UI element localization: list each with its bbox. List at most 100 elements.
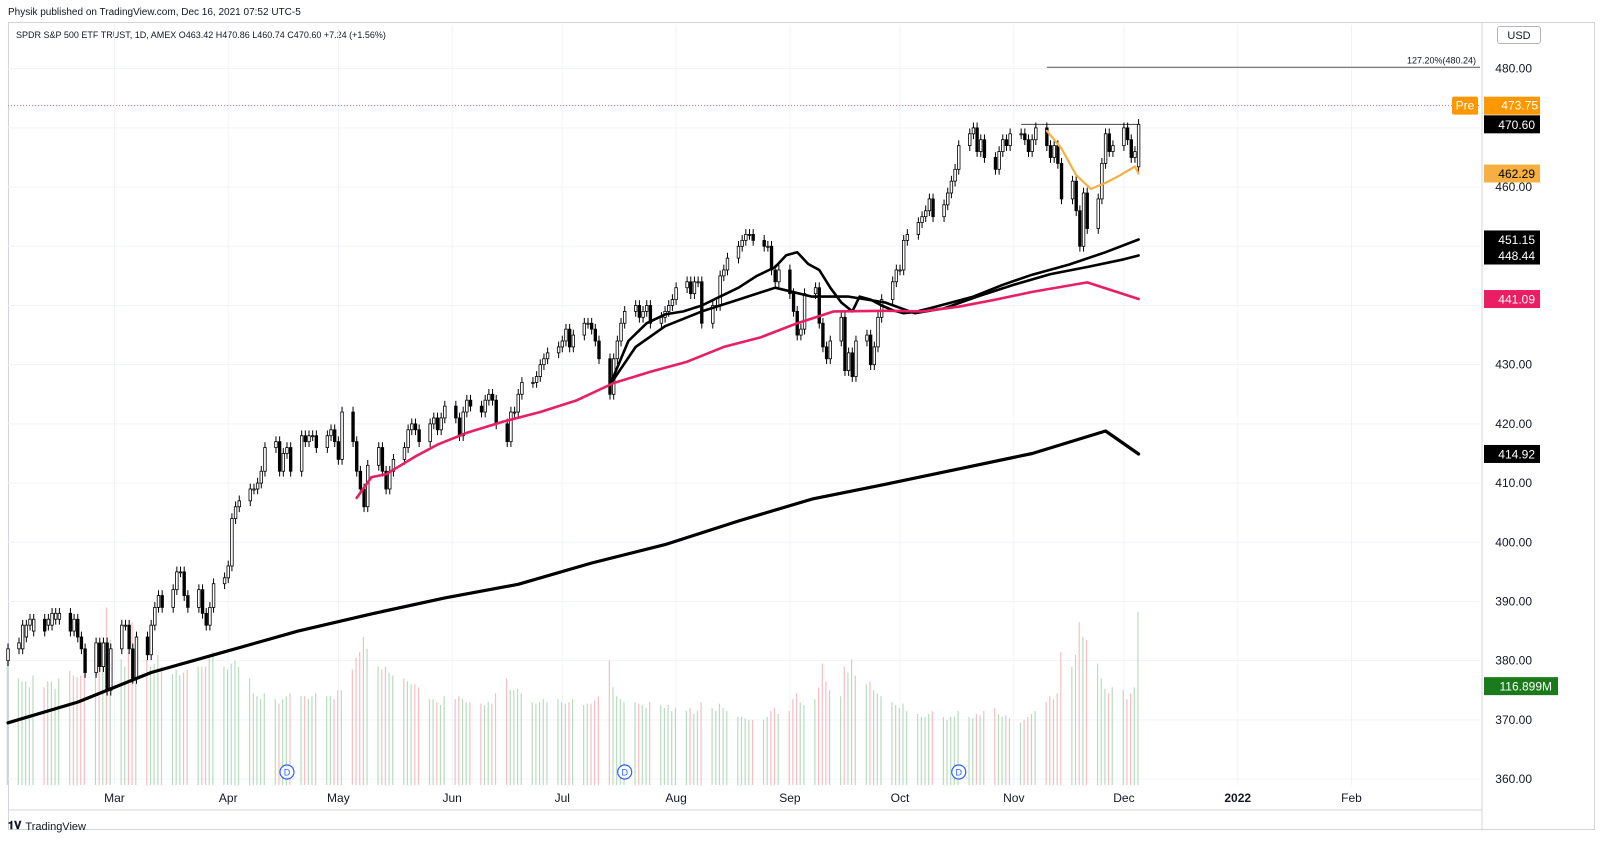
volume-bar [278, 703, 280, 785]
candle-body [120, 624, 124, 650]
tv-logo-icon: 𝟏𝐕 [8, 820, 22, 832]
candle-body [252, 488, 256, 491]
candle-body [560, 340, 564, 348]
candle-body [17, 642, 21, 650]
volume-bar [377, 666, 379, 785]
price-tag-label-sma20: 451.15 [1498, 233, 1535, 247]
candle-body [637, 305, 642, 318]
candle-body [773, 269, 777, 283]
candle-body [641, 310, 645, 318]
volume-bar [428, 699, 431, 785]
tradingview-footer[interactable]: 𝟏𝐕 TradingView [8, 820, 86, 833]
candle-body [736, 245, 741, 259]
volume-bar [795, 693, 798, 785]
volume-bar [979, 715, 981, 785]
volume-bar [917, 713, 919, 785]
volume-bar [25, 681, 27, 785]
candle-body [175, 571, 179, 591]
candle-body [6, 648, 10, 662]
candle-body [487, 393, 491, 401]
volume-bar [47, 681, 49, 785]
volume-bar [1111, 687, 1113, 785]
candle-body [54, 612, 58, 620]
volume-bar [715, 711, 717, 785]
candle-body [619, 322, 623, 342]
candle-body [24, 624, 29, 638]
published-header: Physik published on TradingView.com, Dec… [8, 7, 301, 18]
volume-bar [975, 713, 978, 785]
volume-bar [439, 705, 442, 785]
volume-bar [417, 687, 420, 785]
volume-bar [854, 675, 856, 785]
volume-bar [54, 688, 56, 785]
candle-body [417, 429, 421, 443]
volume-bar [329, 696, 331, 785]
ma-line-short-ma [1045, 129, 1140, 190]
volume-bar [454, 699, 456, 785]
candle-body [79, 636, 84, 650]
volume-bar [410, 684, 412, 785]
candle-body [670, 299, 675, 306]
volume-bar [487, 702, 489, 785]
candles [6, 119, 1141, 696]
candle-body [351, 411, 355, 443]
candle-body [303, 435, 308, 443]
candle-body [153, 607, 157, 626]
volume-bar [105, 607, 108, 785]
volume-bar [920, 716, 922, 785]
x-tick-label: Dec [1113, 791, 1134, 805]
volume-bar [505, 678, 508, 785]
volume-bar [817, 687, 820, 785]
volume-bar [869, 681, 871, 785]
candle-body [722, 269, 726, 277]
volume-bar [953, 716, 955, 785]
volume-bar [436, 702, 438, 785]
volume-bar [590, 703, 592, 785]
candle-body [975, 127, 979, 152]
x-tick-label: Apr [219, 791, 238, 805]
volume-bar [458, 696, 460, 785]
candle-body [1030, 139, 1034, 152]
volume-bar [461, 699, 464, 785]
dividend-circle [951, 764, 967, 780]
candle-body [512, 411, 517, 414]
volume-bar [660, 705, 662, 785]
candle-body [479, 405, 484, 413]
ma-line-sma50 [608, 254, 1140, 387]
candle-body [942, 204, 946, 218]
candle-body [211, 583, 216, 608]
candle-body [98, 642, 102, 667]
candle-body [288, 447, 293, 472]
candle-body [542, 358, 546, 366]
price-tag-short-ma [1484, 164, 1540, 183]
candle-body [1122, 127, 1126, 147]
price-tag-sma100 [1484, 290, 1540, 309]
currency-button[interactable]: USD [1497, 26, 1541, 44]
candle-body [226, 565, 230, 579]
candle-body [817, 287, 821, 324]
volume-bar [623, 702, 625, 785]
volume-bar [146, 659, 148, 785]
volume-bar [520, 693, 522, 785]
candle-body [920, 216, 924, 223]
volume-bar [634, 702, 636, 785]
candle-body [384, 470, 388, 490]
dividend-circle [279, 764, 295, 780]
volume-bar [718, 703, 721, 785]
symbol-ohlc-line: SPDR S&P 500 ETF TRUST, 1D, AMEX O463.42… [16, 30, 386, 40]
candle-body [872, 346, 876, 366]
candle-body [358, 470, 363, 490]
volume-bar [252, 693, 254, 785]
candle-body [979, 139, 983, 152]
volume-bar [924, 716, 926, 785]
candle-body [567, 328, 572, 348]
volume-bar [1071, 666, 1073, 785]
volume-bar [285, 696, 287, 785]
candle-body [377, 447, 381, 466]
volume-bar [432, 699, 434, 785]
candle-body [813, 287, 818, 295]
candle-body [134, 636, 139, 679]
volume-bar [597, 696, 599, 785]
candle-body [648, 305, 653, 324]
